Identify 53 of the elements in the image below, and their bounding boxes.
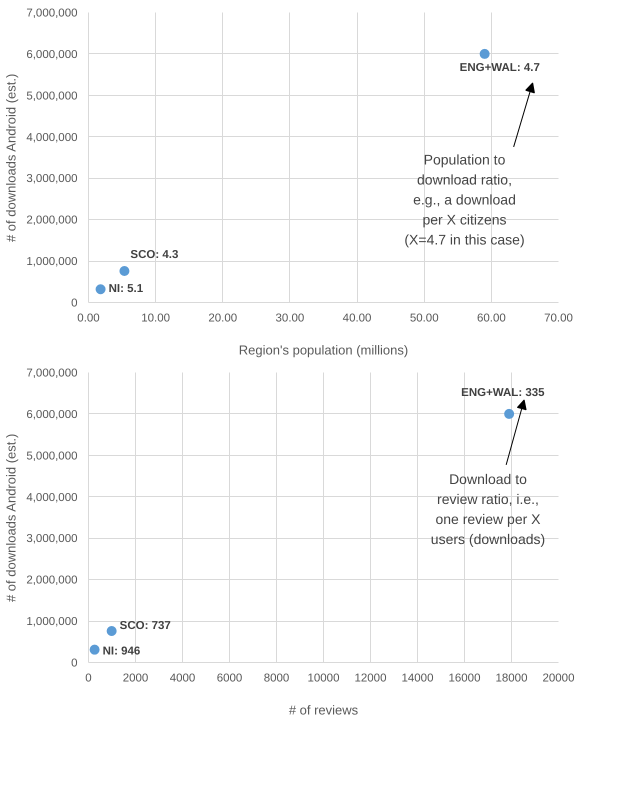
y-tick-label: 1,000,000 [26, 256, 78, 268]
y-tick-label: 7,000,000 [26, 368, 78, 380]
point [480, 48, 490, 59]
annotation: SCO: 4.3 [130, 249, 178, 262]
y-tick-label: 3,000,000 [26, 533, 78, 546]
y-tick-label: 4,000,000 [26, 492, 78, 504]
annotation: ENG+WAL: 335 [461, 386, 546, 399]
y-axis-title: # of downloads Android (est.) [3, 74, 18, 242]
y-tick-label: 1,000,000 [26, 616, 78, 628]
x-tick-label: 2000 [122, 672, 148, 684]
annotation: NI: 5.1 [108, 283, 144, 296]
x-tick-label: 20.00 [208, 312, 238, 324]
point [119, 266, 130, 276]
y-tick-label: 2,000,000 [26, 214, 78, 227]
y-tick-label: 7,000,000 [26, 8, 78, 20]
x-tick-label: 16000 [448, 672, 480, 684]
x-tick-label: 50.00 [410, 312, 439, 324]
x-tick-label: 70.00 [544, 312, 573, 324]
y-tick-label: 3,000,000 [26, 173, 78, 186]
point [90, 644, 100, 655]
y-tick-label: 5,000,000 [26, 450, 78, 462]
point [106, 626, 117, 636]
x-tick-label: 30.00 [276, 312, 304, 324]
y-tick-label: 4,000,000 [26, 132, 78, 144]
x-tick-label: 14000 [402, 672, 434, 684]
x-tick-label: 12000 [354, 672, 386, 684]
x-tick-label: 10.00 [141, 312, 170, 324]
x-tick-label: 20000 [542, 672, 574, 684]
y-tick-label: 2,000,000 [26, 574, 78, 587]
x-tick-label: 0.00 [77, 312, 100, 324]
y-tick-label: 6,000,000 [26, 408, 78, 421]
annotation: Population to download ratio, e.g., a download per X citizens (X=4.7 in this case) [404, 152, 525, 248]
y-tick-label: 6,000,000 [26, 48, 78, 61]
x-tick-label: 0 [85, 672, 92, 684]
x-tick-label: 60.00 [476, 312, 506, 324]
point [504, 408, 514, 419]
y-tick-label: 0 [71, 658, 78, 670]
annotation: ENG+WAL: 4.7 [460, 62, 540, 74]
y-tick-label: 0 [71, 298, 78, 310]
annotation: Download to review ratio, i.e., one review per X users (downloads) [430, 471, 546, 548]
x-tick-label: 6000 [216, 672, 242, 684]
x-tick-label: 18000 [496, 672, 528, 684]
annotation: SCO: 737 [120, 620, 171, 632]
x-axis-title: Region's population (millions) [238, 342, 408, 358]
x-tick-label: 4000 [170, 672, 196, 684]
x-tick-label: 10000 [308, 672, 340, 684]
x-tick-label: 8000 [264, 672, 290, 684]
x-tick-label: 40.00 [342, 312, 372, 324]
point [96, 284, 106, 294]
annotation: NI: 946 [102, 646, 140, 658]
y-axis-title: # of downloads Android (est.) [3, 434, 18, 602]
x-axis-title: # of reviews [288, 702, 359, 718]
y-tick-label: 5,000,000 [26, 90, 78, 102]
